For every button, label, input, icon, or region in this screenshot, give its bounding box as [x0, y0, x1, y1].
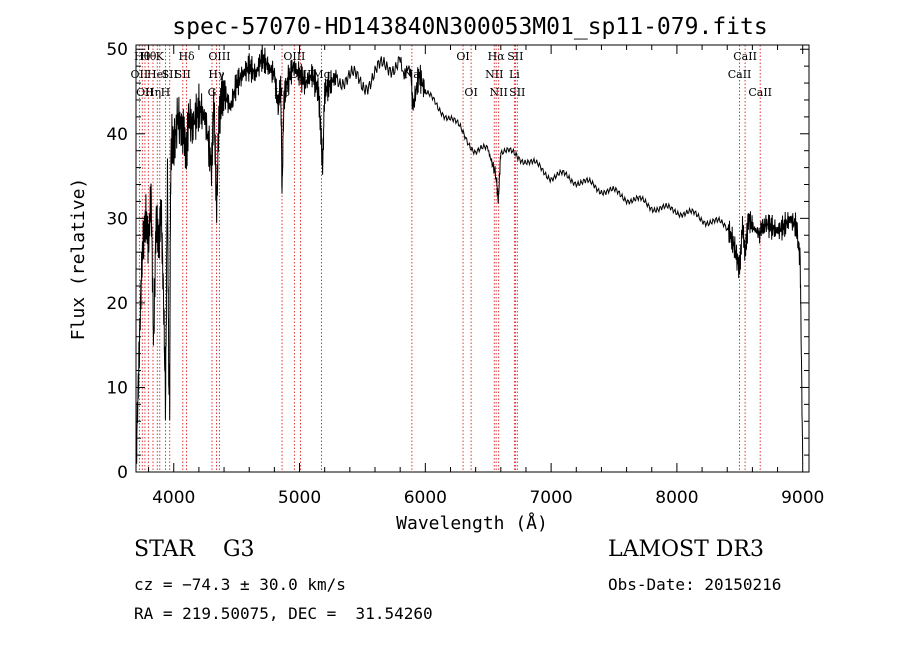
line-label-9: SII	[175, 68, 191, 81]
line-label-29: CaII	[748, 86, 772, 99]
line-label-20: OI	[464, 86, 477, 99]
x-tick-label-0: 4000	[152, 488, 195, 508]
x-tick-label-2: 6000	[404, 488, 447, 508]
line-label-8: SII	[162, 68, 178, 81]
line-label-7: H	[161, 86, 171, 99]
line-label-14: Hβ	[274, 86, 290, 99]
plot-frame	[135, 44, 810, 473]
line-label-12: Hγ	[208, 68, 225, 81]
line-label-25: SII	[507, 50, 523, 63]
chart-title: spec-57070-HD143840N300053M01_sp11-079.f…	[172, 14, 767, 40]
redshift-velocity: cz = −74.3 ± 30.0 km/s	[134, 575, 346, 594]
line-label-28: CaII	[733, 50, 757, 63]
line-label-13: OIII	[208, 50, 230, 63]
y-axis-label: Flux (relative)	[68, 178, 89, 341]
y-tick-label-1: 10	[106, 378, 128, 398]
x-tick-label-5: 9000	[781, 488, 824, 508]
y-tick-label-4: 40	[106, 125, 128, 145]
line-label-18: Na	[404, 68, 421, 81]
line-label-26: SII	[509, 86, 525, 99]
line-label-4: Hη	[145, 86, 161, 99]
y-tick-label-0: 0	[117, 463, 128, 483]
coordinates: RA = 219.50075, DEC = 31.54260	[134, 604, 433, 623]
line-label-15: OIII	[283, 50, 305, 63]
line-label-22: Hα	[488, 50, 506, 63]
y-tick-label-2: 20	[106, 294, 128, 314]
line-label-21: NII	[485, 68, 503, 81]
line-label-19: OI	[456, 50, 469, 63]
line-label-10: Hδ	[178, 50, 195, 63]
spectrum-series	[135, 44, 804, 473]
line-label-27: CaII	[728, 68, 752, 81]
line-labels: OIIHθOIIHθHηHeIKHSIISIIHδGHγOIIIHβOIIIOI…	[131, 50, 772, 99]
x-axis-label: Wavelength (Å)	[396, 512, 548, 534]
axis-ticks: 4000 5000 6000 7000 8000 9000 0 10 20 30 40 50	[106, 40, 824, 508]
line-label-2: OII	[136, 86, 154, 99]
y-tick-label-5: 50	[106, 40, 128, 60]
line-label-16: OIII	[289, 68, 311, 81]
line-label-1: Hθ	[134, 50, 151, 63]
x-tick-label-4: 8000	[655, 488, 698, 508]
object-class: STAR G3	[134, 537, 255, 562]
line-label-6: K	[156, 50, 165, 63]
x-tick-label-1: 5000	[278, 488, 321, 508]
survey-name: LAMOST DR3	[608, 537, 764, 562]
line-label-11: G	[208, 86, 217, 99]
x-tick-label-3: 7000	[529, 488, 572, 508]
line-label-3: Hθ	[140, 50, 157, 63]
line-label-23: NII	[490, 86, 508, 99]
line-label-0: OII	[131, 68, 149, 81]
observation-date: Obs-Date: 20150216	[608, 575, 782, 594]
line-label-5: HeI	[147, 68, 167, 81]
line-label-17: Mg	[312, 68, 330, 81]
spectrum-line-0	[135, 44, 804, 473]
spectral-line-markers	[138, 45, 761, 472]
y-tick-label-3: 30	[106, 209, 128, 229]
line-label-24: Li	[509, 68, 520, 81]
